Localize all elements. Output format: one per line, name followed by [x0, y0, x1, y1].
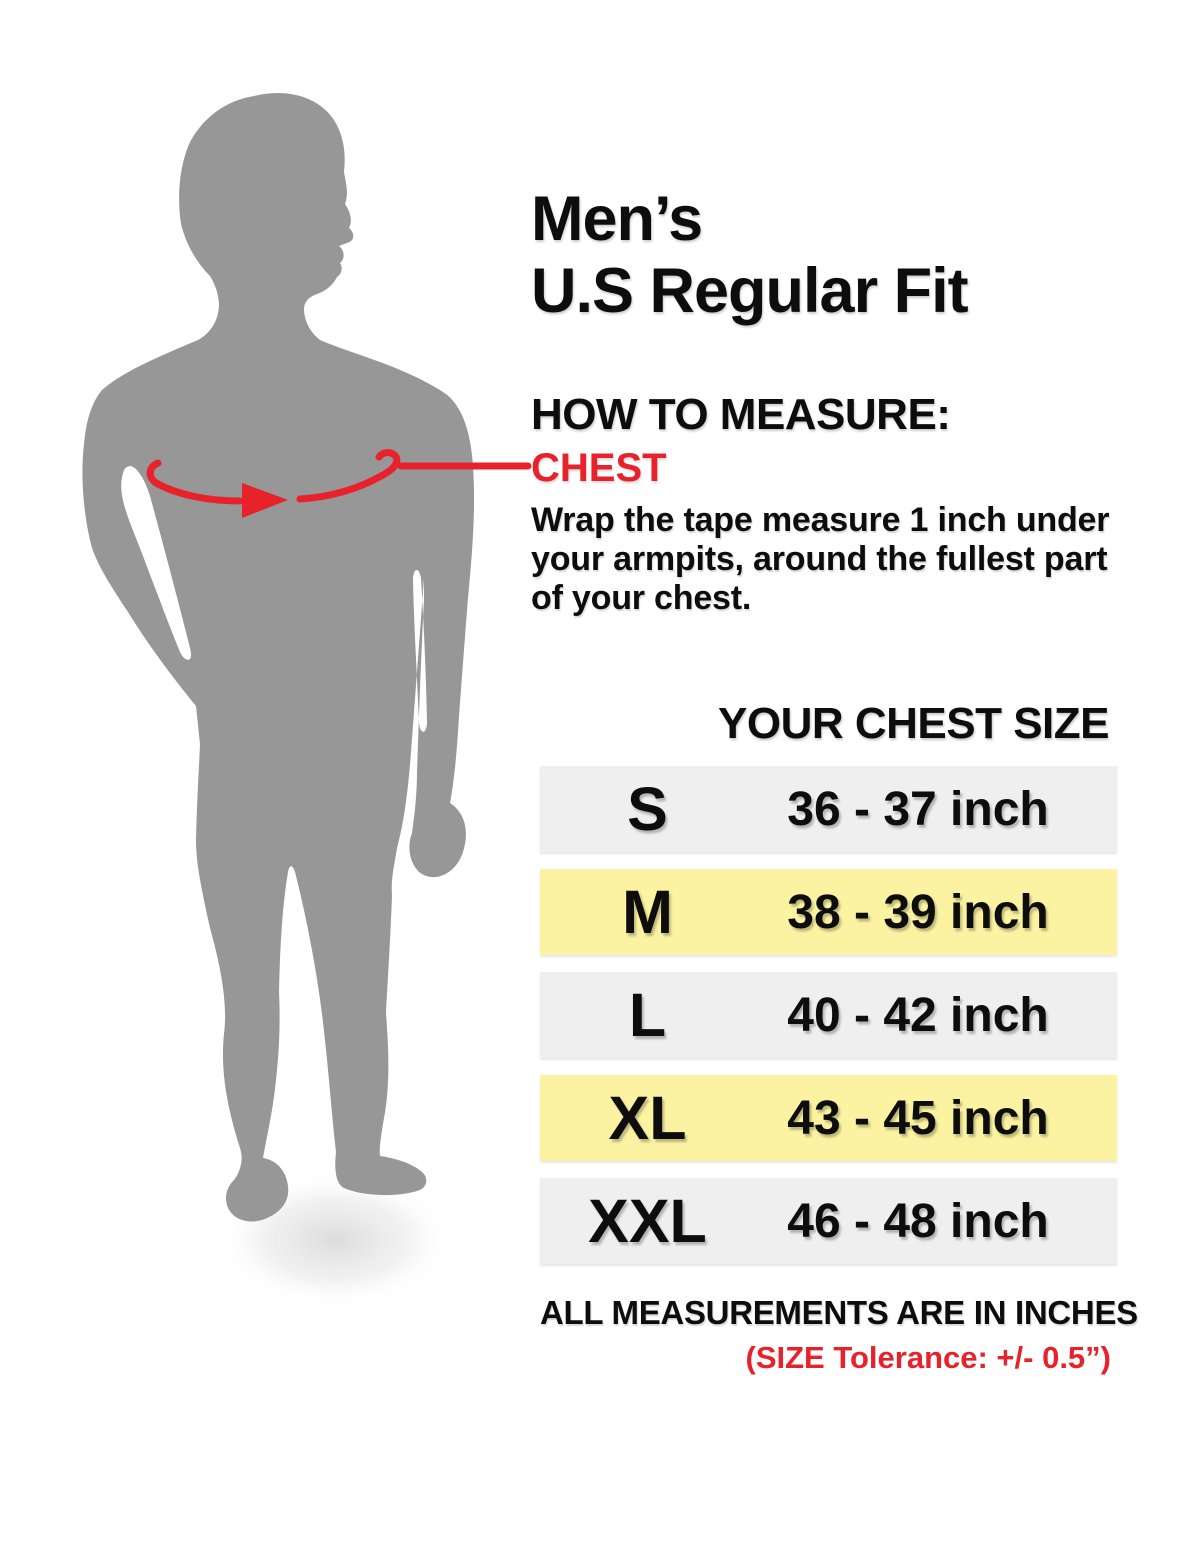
chest-range: 36 - 37 inch	[787, 782, 1049, 836]
size-label: XL	[608, 1084, 687, 1152]
measurements-note: ALL MEASUREMENTS ARE IN INCHES	[540, 1294, 1138, 1331]
man-body-shape	[82, 93, 475, 1222]
chest-range: 38 - 39 inch	[787, 885, 1049, 939]
how-to-measure-heading: HOW TO MEASURE:	[531, 390, 951, 439]
instructions-line: of your chest.	[531, 579, 752, 617]
size-label: L	[628, 981, 667, 1049]
size-row-m: M 38 - 39 inch	[540, 869, 1117, 955]
size-label: M	[622, 878, 673, 946]
measure-instructions: Wrap the tape measure 1 inch under your …	[531, 501, 1171, 618]
instructions-line: Wrap the tape measure 1 inch under	[531, 501, 1110, 539]
chest-range: 46 - 48 inch	[787, 1194, 1049, 1248]
size-table: YOUR CHEST SIZE S 36 - 37 inch M 38 - 39…	[540, 700, 1117, 1281]
man-silhouette-icon	[82, 93, 532, 1308]
size-label: S	[627, 775, 668, 843]
chest-range: 43 - 45 inch	[787, 1091, 1049, 1145]
chest-measure-label: CHEST	[531, 446, 667, 490]
size-table-header: YOUR CHEST SIZE	[718, 699, 1110, 748]
title-line1: Men’s	[531, 184, 703, 254]
instructions-line: your armpits, around the fullest part	[531, 540, 1108, 578]
size-row-xxl: XXL 46 - 48 inch	[540, 1178, 1117, 1264]
size-row-s: S 36 - 37 inch	[540, 766, 1117, 852]
size-row-xl: XL 43 - 45 inch	[540, 1075, 1117, 1161]
chest-range: 40 - 42 inch	[787, 988, 1049, 1042]
size-label: XXL	[588, 1187, 707, 1255]
size-row-l: L 40 - 42 inch	[540, 972, 1117, 1058]
title-line2: U.S Regular Fit	[531, 256, 969, 326]
size-tolerance-note: (SIZE Tolerance: +/- 0.5”)	[745, 1340, 1112, 1375]
chest-measure-arrow-icon	[146, 449, 532, 518]
page-title: Men’s U.S Regular Fit	[531, 183, 969, 327]
